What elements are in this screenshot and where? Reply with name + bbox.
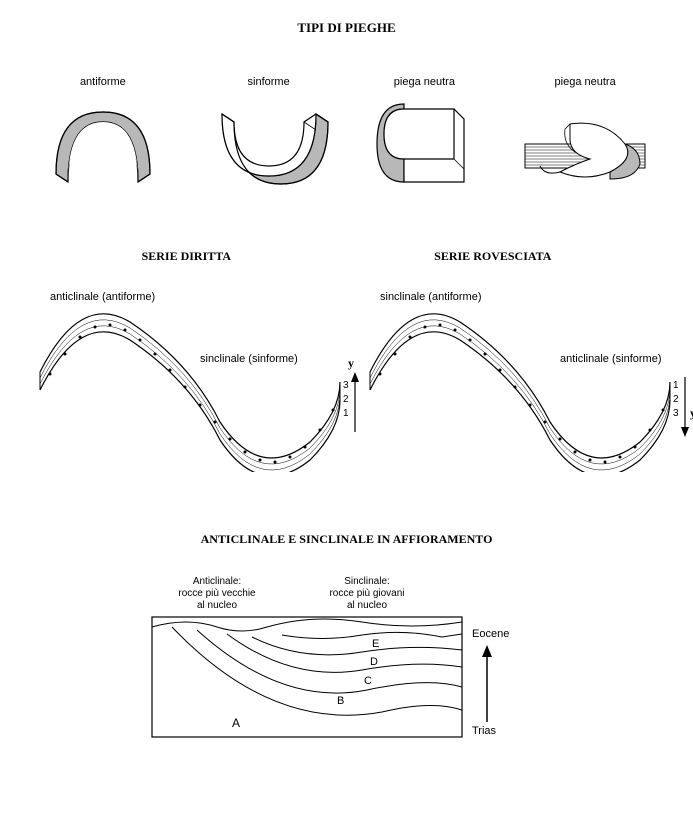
rovesciata-num-2: 2 bbox=[673, 394, 679, 405]
diritta-top-label: anticlinale (antiforme) bbox=[50, 291, 155, 303]
outcrop-diagram: Anticlinale: rocce più vecchie al nucleo… bbox=[132, 572, 562, 752]
age-bottom: Trias bbox=[472, 725, 497, 737]
antiforme-icon bbox=[38, 94, 168, 189]
fold-sinforme-label: sinforme bbox=[204, 76, 334, 88]
layer-A: A bbox=[232, 716, 240, 730]
outcrop-title: ANTICLINALE E SINCLINALE IN AFFIORAMENTO bbox=[0, 532, 693, 547]
fold-neutra-1: piega neutra bbox=[369, 76, 479, 189]
fold-types-row: antiforme sinforme bbox=[0, 76, 693, 189]
fold-neutra-2: piega neutra bbox=[515, 76, 655, 189]
fold-antiforme: antiforme bbox=[38, 76, 168, 189]
anticlinale-line3: al nucleo bbox=[196, 600, 236, 611]
fold-antiforme-label: antiforme bbox=[38, 76, 168, 88]
rovesciata-top-label: sinclinale (antiforme) bbox=[380, 291, 481, 303]
fold-neutra1-label: piega neutra bbox=[369, 76, 479, 88]
outcrop-row: Anticlinale: rocce più vecchie al nucleo… bbox=[0, 572, 693, 752]
sinclinale-line3: al nucleo bbox=[346, 600, 386, 611]
anticlinale-line1: Anticlinale: bbox=[192, 576, 240, 587]
diritta-bottom-label: sinclinale (sinforme) bbox=[200, 353, 298, 365]
diritta-y-label: y bbox=[348, 356, 354, 370]
anticlinale-line2: rocce più vecchie bbox=[178, 588, 256, 599]
neutra2-icon bbox=[515, 94, 655, 189]
diritta-num-1: 1 bbox=[343, 408, 349, 419]
sinclinale-line1: Sinclinale: bbox=[344, 576, 390, 587]
neutra1-icon bbox=[369, 94, 479, 189]
fold-sinforme: sinforme bbox=[204, 76, 334, 189]
rovesciata-num-1: 1 bbox=[673, 380, 679, 391]
serie-diritta-title: SERIE DIRITTA bbox=[142, 249, 231, 264]
series-titles: SERIE DIRITTA SERIE ROVESCIATA bbox=[0, 249, 693, 264]
layer-B: B bbox=[337, 695, 344, 707]
layer-D: D bbox=[370, 656, 378, 668]
series-row: anticlinale (antiforme) sinclinale (sinf… bbox=[0, 282, 693, 472]
age-top: Eocene bbox=[472, 628, 509, 640]
page-title: TIPI DI PIEGHE bbox=[0, 20, 693, 36]
series-diagram: anticlinale (antiforme) sinclinale (sinf… bbox=[0, 282, 693, 472]
rovesciata-num-3: 3 bbox=[673, 408, 679, 419]
layer-E: E bbox=[372, 638, 379, 650]
diritta-num-3: 3 bbox=[343, 380, 349, 391]
sinclinale-line2: rocce più giovani bbox=[329, 588, 404, 599]
sinforme-icon bbox=[204, 94, 334, 189]
serie-rovesciata-title: SERIE ROVESCIATA bbox=[434, 249, 551, 264]
diritta-num-2: 2 bbox=[343, 394, 349, 405]
rovesciata-bottom-label: anticlinale (sinforme) bbox=[560, 353, 661, 365]
fold-neutra2-label: piega neutra bbox=[515, 76, 655, 88]
layer-C: C bbox=[364, 675, 372, 687]
